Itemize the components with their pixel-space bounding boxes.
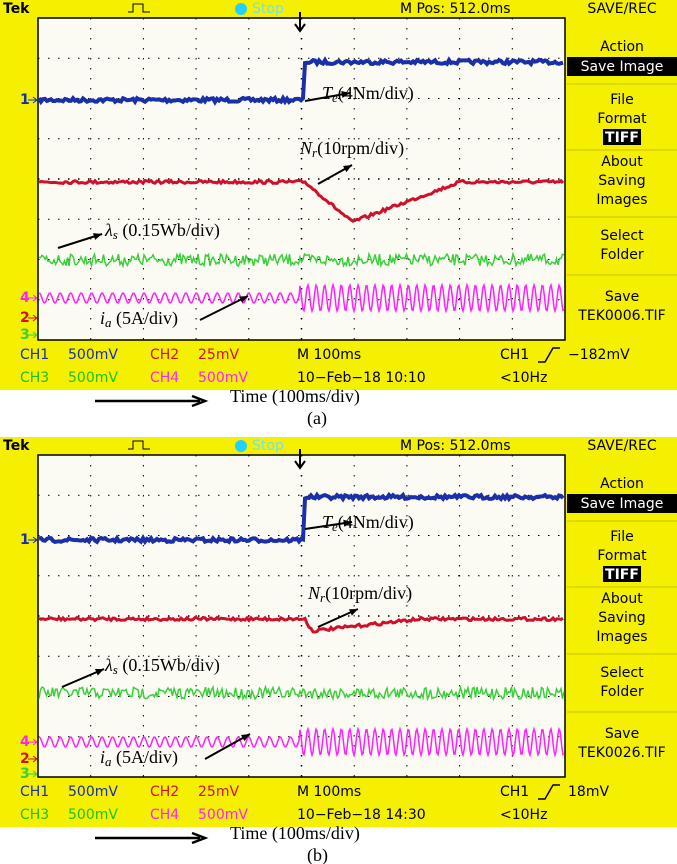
run-status: Stop <box>252 438 284 454</box>
time-arrow <box>95 396 205 406</box>
menu-value: Save Image <box>581 496 664 512</box>
date-time: 10−Feb−18 14:30 <box>297 807 426 823</box>
menu-item-label: Images <box>596 192 647 208</box>
channel-name: CH1 <box>20 347 49 363</box>
timebase: M 100ms <box>297 784 361 800</box>
annotation-text: (5A/div) <box>112 308 179 329</box>
annotation-symbol: λ <box>104 220 113 240</box>
menu-item-label: Select <box>600 665 644 681</box>
menu-item-label: Select <box>600 228 644 244</box>
annotation-text: (10rpm/div) <box>317 138 404 159</box>
trigger-level: −182mV <box>568 347 630 363</box>
menu-item-label: Format <box>597 111 647 127</box>
date-time: 10−Feb−18 10:10 <box>297 370 426 386</box>
annotation-symbol: λ <box>104 655 113 675</box>
annotation: ia (5A/div) <box>100 747 178 769</box>
menu-item-label: Format <box>597 548 647 564</box>
brand: Tek <box>3 438 30 454</box>
scope-panel: Tek Stop M Pos: 512.0ms SAVE/REC Action Save … <box>0 437 677 864</box>
channel-scale: 500mV <box>68 347 118 363</box>
menu-item-label: Folder <box>600 247 644 263</box>
menu-item-label: File <box>610 529 633 545</box>
annotation-symbol: N <box>307 583 321 603</box>
menu-item-label: Folder <box>600 684 644 700</box>
position: M Pos: 512.0ms <box>400 1 511 17</box>
caption: (a) <box>307 408 327 429</box>
channel-scale: 500mV <box>68 370 118 386</box>
menu-item-label: Action <box>600 476 644 492</box>
channel-scale: 25mV <box>198 784 239 800</box>
menu-title: SAVE/REC <box>587 1 657 17</box>
channel-scale: 500mV <box>68 807 118 823</box>
position: M Pos: 512.0ms <box>400 438 511 454</box>
menu-item-label: TEK0006.TIF <box>577 308 665 324</box>
menu-item-label: Saving <box>598 610 645 626</box>
menu-value: TIFF <box>605 130 639 146</box>
channel-name: CH1 <box>20 784 49 800</box>
frequency: <10Hz <box>500 370 547 386</box>
annotation-text: (0.15Wb/div) <box>118 220 220 241</box>
annotation: λs (0.15Wb/div) <box>104 220 220 242</box>
trigger-source: CH1 <box>500 347 529 363</box>
run-indicator <box>235 440 247 452</box>
menu-item-label: About <box>601 591 643 607</box>
time-arrow <box>95 833 205 843</box>
trigger-source: CH1 <box>500 784 529 800</box>
annotation-text: (5A/div) <box>112 747 179 768</box>
frequency: <10Hz <box>500 807 547 823</box>
menu-item-label: Saving <box>598 173 645 189</box>
menu-item-label: Save <box>605 289 639 305</box>
annotation-text: (10rpm/div) <box>325 583 412 604</box>
run-indicator <box>235 3 247 15</box>
channel-scale: 25mV <box>198 347 239 363</box>
timebase: M 100ms <box>297 347 361 363</box>
channel-name: CH2 <box>150 784 179 800</box>
menu-item-label: About <box>601 154 643 170</box>
caption: (b) <box>307 845 328 864</box>
brand: Tek <box>3 1 30 17</box>
menu-item-label: File <box>610 92 633 108</box>
annotation: ia (5A/div) <box>100 308 178 330</box>
channel-name: CH2 <box>150 347 179 363</box>
trigger-level: 18mV <box>568 784 609 800</box>
annotation-text: (0.15Wb/div) <box>118 655 220 676</box>
annotation: λs (0.15Wb/div) <box>104 655 220 677</box>
run-status: Stop <box>252 1 284 17</box>
channel-scale: 500mV <box>198 807 248 823</box>
menu-value: TIFF <box>605 567 639 583</box>
scope-panel: Tek Stop M Pos: 512.0ms SAVE/REC Action Save … <box>0 0 677 429</box>
figure: Tek Stop M Pos: 512.0ms SAVE/REC Action Save … <box>0 0 677 864</box>
axis-label: Time (100ms/div) <box>230 386 360 407</box>
annotation-symbol: N <box>299 138 313 158</box>
channel-name: CH4 <box>150 807 179 823</box>
menu-title: SAVE/REC <box>587 438 657 454</box>
channel-scale: 500mV <box>198 370 248 386</box>
menu-item-label: Images <box>596 629 647 645</box>
axis-label: Time (100ms/div) <box>230 823 360 844</box>
menu-item-label: Action <box>600 39 644 55</box>
menu-value: Save Image <box>581 59 664 75</box>
channel-name: CH3 <box>20 807 49 823</box>
menu-item-label: TEK0026.TIF <box>577 745 665 761</box>
channel-name: CH4 <box>150 370 179 386</box>
channel-name: CH3 <box>20 370 49 386</box>
menu-item-label: Save <box>605 726 639 742</box>
channel-scale: 500mV <box>68 784 118 800</box>
